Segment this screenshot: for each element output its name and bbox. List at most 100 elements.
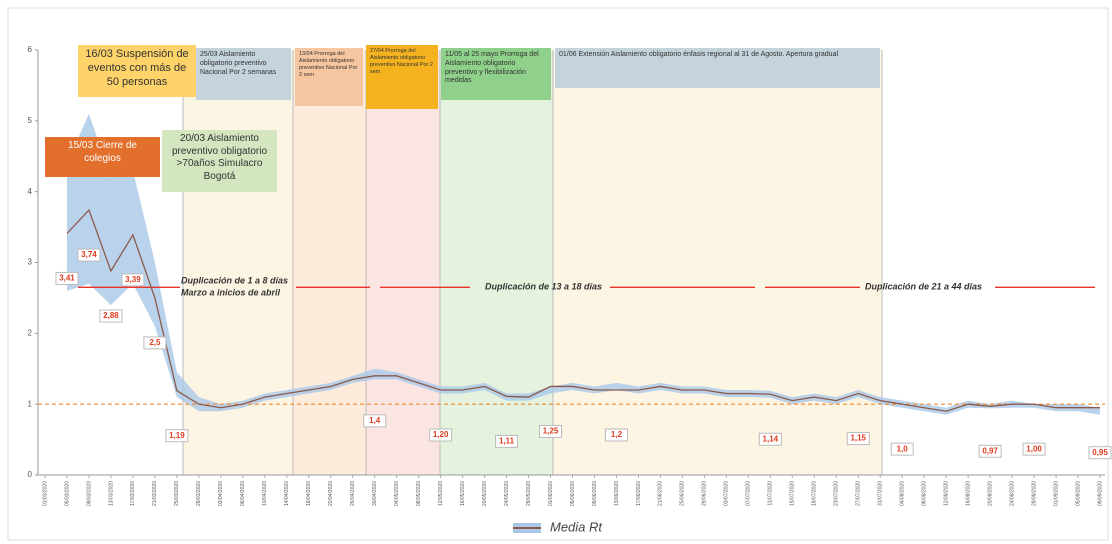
annotation-box: 27/04 Prorroga del Aislamiento obligator…	[366, 45, 438, 109]
x-tick-label: 26/04/2020	[350, 481, 356, 506]
x-tick-label: 19/07/2020	[812, 481, 818, 506]
x-tick-label: 21/03/2020	[152, 481, 158, 506]
x-tick-label: 25/06/2020	[680, 481, 686, 506]
x-tick-label: 07/07/2020	[746, 481, 752, 506]
annotation-box: 13/04 Prorroga del Aislamiento obligator…	[295, 48, 363, 106]
x-tick-label: 09/09/2020	[1097, 481, 1103, 506]
value-label: 1,19	[169, 431, 185, 440]
value-label: 1,4	[369, 416, 381, 425]
value-label-box	[99, 309, 123, 323]
x-tick-label: 18/04/2020	[306, 481, 312, 506]
x-tick-label: 30/04/2020	[372, 481, 378, 506]
x-tick-label: 09/03/2020	[86, 481, 92, 506]
x-tick-label: 05/06/2020	[570, 481, 576, 506]
x-tick-label: 25/03/2020	[174, 481, 180, 506]
value-label-box	[1088, 446, 1112, 460]
x-tick-label: 17/03/2020	[130, 481, 136, 506]
value-label: 1,20	[433, 430, 449, 439]
value-label-box	[604, 428, 628, 442]
x-tick-label: 13/06/2020	[614, 481, 620, 506]
period-shade	[440, 50, 553, 475]
rt-line	[66, 208, 1100, 412]
x-tick-label: 31/07/2020	[878, 481, 884, 506]
x-tick-label: 17/06/2020	[636, 481, 642, 506]
value-label: 1,2	[611, 430, 623, 439]
value-label: 0,97	[982, 446, 998, 455]
value-label-box	[143, 336, 167, 350]
value-label: 1,15	[850, 434, 866, 443]
value-label: 1,00	[1026, 444, 1042, 453]
value-label-box	[429, 428, 453, 442]
annotation-box: 15/03 Cierre de colegios	[45, 137, 160, 177]
x-tick-label: 14/04/2020	[284, 481, 290, 506]
value-label-box	[121, 273, 145, 287]
frame	[7, 7, 1109, 541]
value-label: 3,39	[125, 275, 141, 284]
x-tick-label: 04/08/2020	[900, 481, 906, 506]
annotation-box: 11/05 al 25 mayo Prorroga del Aislamient…	[441, 48, 551, 100]
x-tick-label: 05/03/2020	[64, 481, 70, 506]
value-label-box	[1022, 442, 1046, 456]
x-tick-label: 10/04/2020	[262, 481, 268, 506]
x-tick-label: 13/03/2020	[108, 481, 114, 506]
doubling-label: Duplicación de 13 a 18 días	[485, 282, 602, 292]
value-label-box	[890, 442, 914, 456]
x-tick-label: 28/05/2020	[526, 481, 532, 506]
doubling-label-line: Duplicación de 13 a 18 días	[485, 282, 602, 292]
period-shade	[366, 50, 440, 475]
x-tick-label: 05/09/2020	[1075, 481, 1081, 506]
annotation-box: 01/06 Extensión Aislamiento obligatorio …	[555, 48, 880, 88]
y-tick-label: 4	[28, 187, 33, 196]
period-shade	[553, 50, 882, 475]
y-tick-label: 6	[28, 45, 33, 54]
annotation-box: 20/03 Aislamiento preventivo obligatorio…	[162, 130, 277, 192]
x-tick-label: 01/03/2020	[42, 481, 48, 506]
x-tick-label: 20/05/2020	[482, 481, 488, 506]
value-label-box	[978, 444, 1002, 458]
x-tick-label: 29/03/2020	[196, 481, 202, 506]
x-tick-label: 02/04/2020	[218, 481, 224, 506]
value-label-box	[495, 434, 519, 448]
period-shade	[293, 50, 366, 475]
x-tick-label: 15/07/2020	[790, 481, 796, 506]
x-tick-label: 21/06/2020	[658, 481, 664, 506]
value-label: 2,88	[103, 311, 119, 320]
x-tick-label: 20/08/2020	[987, 481, 993, 506]
annotation-box: 16/03 Suspensión de eventos con más de 5…	[78, 45, 196, 97]
x-tick-label: 16/08/2020	[965, 481, 971, 506]
value-label: 3,41	[59, 274, 75, 283]
value-label: 3,74	[81, 250, 97, 259]
value-label-box	[539, 424, 563, 438]
x-tick-label: 08/08/2020	[921, 481, 927, 506]
x-tick-label: 06/04/2020	[240, 481, 246, 506]
annotation-box: 25/03 Aislamiento obligatorio preventivo…	[196, 48, 291, 100]
x-tick-label: 08/05/2020	[416, 481, 422, 506]
x-tick-label: 03/07/2020	[724, 481, 730, 506]
doubling-label: Duplicación de 1 a 8 días Marzo a inicios…	[181, 276, 288, 298]
x-tick-label: 01/06/2020	[548, 481, 554, 506]
y-tick-label: 2	[28, 328, 33, 337]
x-tick-label: 04/05/2020	[394, 481, 400, 506]
value-label-box	[846, 432, 870, 446]
value-label-box	[77, 248, 101, 262]
x-tick-label: 01/09/2020	[1053, 481, 1059, 506]
x-tick-label: 09/06/2020	[592, 481, 598, 506]
x-tick-label: 16/05/2020	[460, 481, 466, 506]
value-label: 1,0	[897, 444, 909, 453]
y-tick-label: 5	[28, 116, 33, 125]
x-tick-label: 23/07/2020	[834, 481, 840, 506]
x-tick-label: 28/08/2020	[1031, 481, 1037, 506]
y-tick-label: 1	[28, 399, 33, 408]
x-tick-label: 22/04/2020	[328, 481, 334, 506]
x-tick-label: 29/06/2020	[702, 481, 708, 506]
doubling-label: Duplicación de 21 a 44 días	[865, 282, 982, 292]
value-label-box	[758, 432, 782, 446]
x-tick-label: 24/05/2020	[504, 481, 510, 506]
value-label: 1,25	[543, 427, 559, 436]
value-label: 1,14	[763, 434, 779, 443]
x-tick-label: 12/08/2020	[943, 481, 949, 506]
doubling-label-line: Duplicación de 1 a 8 días	[181, 276, 288, 286]
value-label-box	[165, 429, 189, 443]
